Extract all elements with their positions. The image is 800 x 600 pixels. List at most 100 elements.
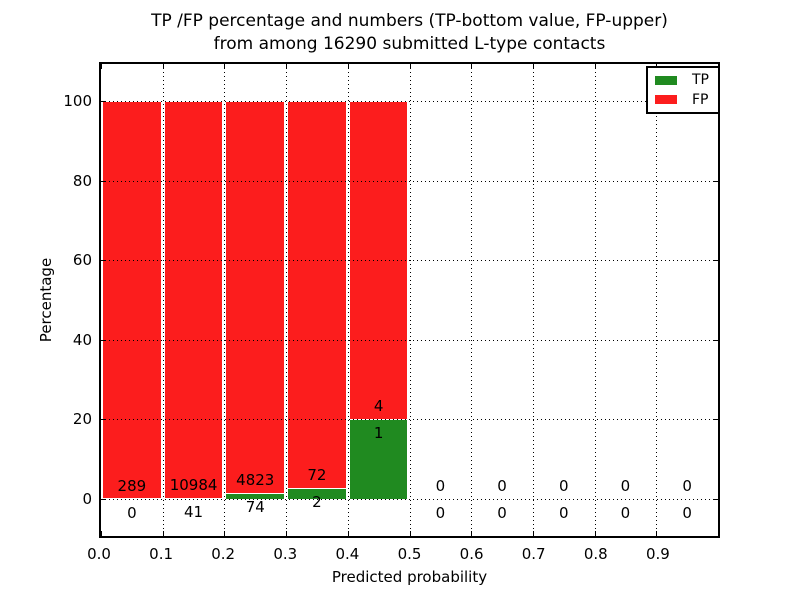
x-tick-label: 0.8 (583, 545, 608, 563)
x-tick-label: 0.9 (645, 545, 670, 563)
x-tick-mark-top (594, 64, 596, 69)
y-axis-label: Percentage (37, 257, 55, 343)
tp-count-label: 0 (682, 504, 692, 522)
x-tick-mark (594, 531, 596, 536)
y-tick-mark (101, 180, 106, 182)
x-tick-label: 0.4 (335, 545, 360, 563)
y-tick-mark (101, 339, 106, 341)
fp-count-label: 0 (497, 477, 507, 495)
x-tick-mark (162, 531, 164, 536)
x-tick-label: 0.6 (459, 545, 484, 563)
x-tick-mark-top (101, 64, 102, 69)
gridline-vertical (162, 64, 164, 536)
plot-area: 289 0 10984 41 4823 74 72 2 4 1 0 0 0 0 0 0 0 0 0 0 (99, 62, 720, 538)
x-tick-mark (471, 531, 473, 536)
x-tick-mark (286, 531, 288, 536)
gridline-vertical (532, 64, 534, 536)
y-tick-mark (101, 499, 106, 500)
fp-count-label: 289 (117, 477, 147, 495)
fp-count-label: 0 (435, 477, 446, 495)
x-tick-mark (718, 531, 719, 536)
y-tick-mark-right (713, 180, 718, 182)
x-axis-label: Predicted probability (331, 568, 488, 586)
x-tick-mark-top (162, 64, 164, 69)
y-tick-mark-right (713, 339, 718, 341)
bar-tp-1 (163, 497, 224, 499)
y-tick-label: 100 (63, 92, 92, 110)
y-tick-mark (101, 419, 106, 421)
chart-title-line1: TP /FP percentage and numbers (TP-bottom… (151, 11, 668, 31)
y-tick-label: 60 (72, 251, 92, 270)
gridline-horizontal (101, 339, 718, 341)
x-tick-mark-top (224, 64, 226, 69)
tp-count-label: 74 (245, 497, 265, 516)
gridline-vertical (656, 64, 658, 536)
gridline-vertical (347, 64, 349, 536)
x-tick-mark-top (409, 64, 411, 69)
tp-swatch-icon (655, 75, 677, 85)
gridline-vertical (409, 64, 411, 536)
tp-count-label: 0 (558, 504, 569, 522)
bar-tp-2 (225, 492, 286, 499)
fp-count-label: 4 (373, 397, 384, 416)
x-tick-label: 0.5 (397, 545, 422, 563)
tp-count-label: 0 (620, 504, 631, 522)
legend-label-fp: FP (692, 91, 709, 108)
gridline-horizontal (101, 180, 718, 182)
x-tick-label: 0.1 (149, 545, 174, 563)
x-tick-label: 0.7 (521, 545, 546, 563)
gridline-vertical (594, 64, 596, 536)
tp-count-label: 1 (373, 424, 384, 443)
chart-title: TP /FP percentage and numbers (TP-bottom… (99, 10, 720, 56)
x-tick-mark (347, 531, 349, 536)
gridline-horizontal (101, 260, 718, 262)
gridline-horizontal (101, 499, 718, 500)
y-tick-label: 0 (82, 490, 92, 508)
tp-count-label: 0 (127, 504, 137, 522)
legend-label-tp: TP (692, 72, 709, 89)
x-tick-mark (409, 531, 411, 536)
bar-tp-4 (348, 419, 409, 499)
tp-count-label: 0 (497, 504, 507, 522)
legend-item-fp: FP (655, 92, 709, 108)
x-tick-mark-top (347, 64, 349, 69)
chart-title-line2: from among 16290 submitted L-type contac… (213, 34, 606, 54)
fp-count-label: 0 (558, 477, 569, 495)
y-tick-mark-right (713, 419, 718, 421)
tp-count-label: 2 (312, 493, 322, 512)
y-tick-mark-right (713, 499, 718, 500)
legend: TP FP (646, 66, 720, 114)
tp-count-label: 41 (184, 502, 204, 521)
fp-count-label: 10984 (169, 475, 218, 494)
x-tick-mark (532, 531, 534, 536)
x-tick-mark-top (471, 64, 473, 69)
legend-item-tp: TP (655, 72, 709, 88)
tp-count-label: 0 (435, 504, 446, 522)
y-tick-mark (101, 101, 106, 102)
bar-fp-3 (287, 101, 347, 499)
gridline-vertical (224, 64, 226, 536)
x-tick-mark (101, 531, 102, 536)
fp-count-label: 4823 (236, 470, 275, 489)
x-tick-mark (224, 531, 226, 536)
y-tick-mark (101, 260, 106, 262)
bar-tp-3 (287, 488, 347, 499)
bar-fp-0 (102, 101, 162, 499)
x-tick-label: 0.0 (87, 545, 111, 563)
y-tick-label: 20 (72, 410, 92, 429)
y-tick-label: 40 (72, 330, 92, 349)
gridline-horizontal (101, 101, 718, 102)
gridline-vertical (471, 64, 473, 536)
x-tick-label: 0.3 (273, 545, 298, 563)
fp-count-label: 72 (307, 466, 327, 485)
x-tick-mark (656, 531, 658, 536)
y-tick-label: 80 (72, 171, 92, 190)
fp-swatch-icon (655, 95, 677, 105)
fp-count-label: 0 (620, 477, 631, 495)
x-tick-label: 0.2 (211, 545, 236, 563)
gridline-horizontal (101, 419, 718, 421)
x-tick-mark-top (532, 64, 534, 69)
x-tick-mark-top (286, 64, 288, 69)
fp-count-label: 0 (682, 477, 692, 495)
